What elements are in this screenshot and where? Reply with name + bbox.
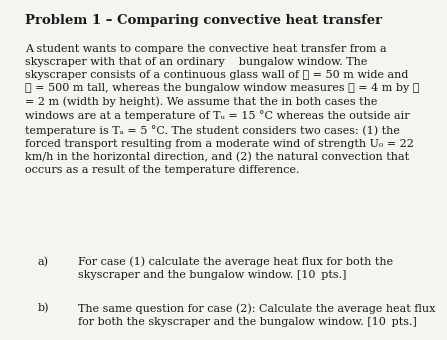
Text: For case (1) calculate the average heat flux for both the
skyscraper and the bun: For case (1) calculate the average heat … [78,257,393,280]
Text: A student wants to compare the convective heat transfer from a
skyscraper with t: A student wants to compare the convectiv… [25,44,419,175]
Text: b): b) [38,303,50,313]
Text: a): a) [38,257,49,267]
Text: The same question for case (2): Calculate the average heat flux
for both the sky: The same question for case (2): Calculat… [78,303,435,327]
Text: Problem 1 – Comparing convective heat transfer: Problem 1 – Comparing convective heat tr… [25,14,382,27]
